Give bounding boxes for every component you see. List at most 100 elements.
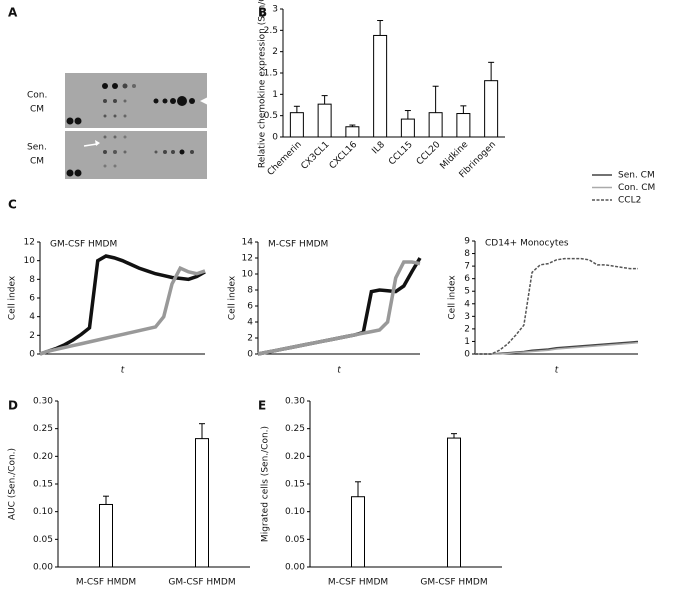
x-tick-label: Chemerin: [266, 140, 304, 178]
y-tick-label: 2: [29, 331, 35, 341]
y-tick-label: 0: [464, 350, 470, 360]
y-tick-label: 10: [24, 256, 36, 266]
legend-label: CCL2: [618, 196, 641, 206]
y-tick-label: 8: [247, 286, 253, 296]
blot: [65, 73, 208, 179]
y-tick-label: 0.15: [285, 480, 305, 490]
panel-label: C: [8, 198, 17, 212]
legend-label: Sen. CM: [618, 171, 655, 181]
y-tick-label: 2: [464, 324, 470, 334]
y-tick-label: 0.10: [285, 507, 305, 517]
y-axis-label: Cell index: [448, 275, 458, 320]
y-tick-label: 0.5: [264, 111, 278, 121]
x-tick-label: IL8: [370, 140, 387, 157]
y-tick-label: 1: [464, 337, 470, 347]
panel-label: D: [8, 399, 18, 413]
y-tick-label: 0.25: [33, 424, 53, 434]
y-tick-label: 0.00: [33, 563, 53, 573]
bar: [484, 80, 499, 138]
y-tick-label: 3: [272, 5, 278, 15]
blot-label: CM: [30, 105, 44, 115]
line: [257, 260, 421, 356]
blot-panel: [65, 131, 207, 179]
panel-label: B: [258, 6, 267, 20]
y-tick-label: 12: [24, 238, 35, 248]
y-tick-label: 0.20: [33, 452, 53, 462]
y-tick-label: 0.20: [285, 452, 305, 462]
arrowhead: [95, 140, 100, 146]
arrow: [83, 143, 98, 147]
x-tick-label: CXCL16: [328, 140, 360, 172]
bar: [400, 118, 415, 138]
bar: [456, 113, 471, 138]
x-axis-label: t: [555, 366, 559, 376]
y-tick-label: 0.05: [285, 535, 305, 545]
blot-dots: [66, 83, 195, 177]
y-tick-label: 8: [29, 275, 35, 285]
y-tick-label: 0.30: [285, 397, 305, 407]
x-tick-label: M-CSF HMDM: [328, 578, 388, 588]
y-tick-label: 4: [464, 299, 470, 309]
line: [475, 340, 639, 355]
bar: [195, 438, 209, 568]
y-tick-label: 9: [464, 237, 470, 247]
x-tick-label: CCL15: [387, 140, 415, 168]
bar: [345, 126, 360, 138]
bar: [447, 437, 461, 568]
y-tick-label: 1: [272, 90, 278, 100]
bar: [351, 496, 365, 568]
chart-title: GM-CSF HMDM: [50, 240, 117, 250]
y-tick-label: 2: [272, 47, 278, 57]
y-tick-label: 0.05: [33, 535, 53, 545]
y-tick-label: 0.30: [33, 397, 53, 407]
y-tick-label: 12: [242, 254, 253, 264]
bar: [289, 112, 304, 138]
y-tick-label: 2: [247, 334, 253, 344]
bar: [317, 103, 332, 138]
y-tick-label: 0.15: [33, 480, 53, 490]
y-axis-label: Migrated cells (Sen./Con.): [261, 426, 271, 542]
line: [475, 257, 638, 355]
x-tick-label: CX3CL1: [300, 140, 332, 172]
y-tick-label: 0.10: [33, 507, 53, 517]
bar: [99, 503, 113, 568]
y-axis-label: Relative chemokine expression (Sen/Con.): [258, 0, 268, 168]
bar: [428, 112, 443, 138]
y-axis-label: AUC (Sen./Con.): [8, 448, 18, 520]
line: [39, 254, 206, 356]
chart-title: M-CSF HMDM: [268, 240, 328, 250]
panel-label: A: [8, 6, 18, 20]
y-tick-label: 6: [29, 294, 35, 304]
y-tick-label: 8: [464, 249, 470, 259]
y-tick-label: 10: [242, 270, 254, 280]
x-tick-label: GM-CSF HMDM: [420, 578, 487, 588]
y-tick-label: 14: [242, 238, 254, 248]
y-tick-label: 6: [247, 302, 253, 312]
x-tick-label: GM-CSF HMDM: [168, 578, 235, 588]
legend-label: Con. CM: [618, 183, 655, 193]
x-tick-label: M-CSF HMDM: [76, 578, 136, 588]
y-tick-label: 0.25: [285, 424, 305, 434]
y-tick-label: 4: [247, 318, 253, 328]
bar: [373, 34, 388, 138]
y-tick-label: 0.00: [285, 563, 305, 573]
line: [39, 265, 206, 356]
y-tick-label: 0: [29, 350, 35, 360]
y-tick-label: 1.5: [264, 69, 278, 79]
y-tick-label: 0: [272, 133, 278, 143]
y-tick-label: 4: [29, 312, 35, 322]
y-tick-label: 0: [247, 350, 253, 360]
blot-label: CM: [30, 157, 44, 167]
arrowhead: [200, 97, 208, 105]
y-axis-label: Cell index: [228, 275, 238, 320]
y-tick-label: 5: [464, 287, 470, 297]
line: [475, 341, 639, 355]
y-tick-label: 6: [464, 274, 470, 284]
y-tick-label: 7: [464, 262, 470, 272]
x-axis-label: t: [337, 366, 341, 376]
y-tick-label: 2.5: [264, 26, 278, 36]
panel-label: E: [258, 399, 266, 413]
y-tick-label: 3: [464, 312, 470, 322]
chart-title: CD14+ Monocytes: [485, 239, 569, 249]
